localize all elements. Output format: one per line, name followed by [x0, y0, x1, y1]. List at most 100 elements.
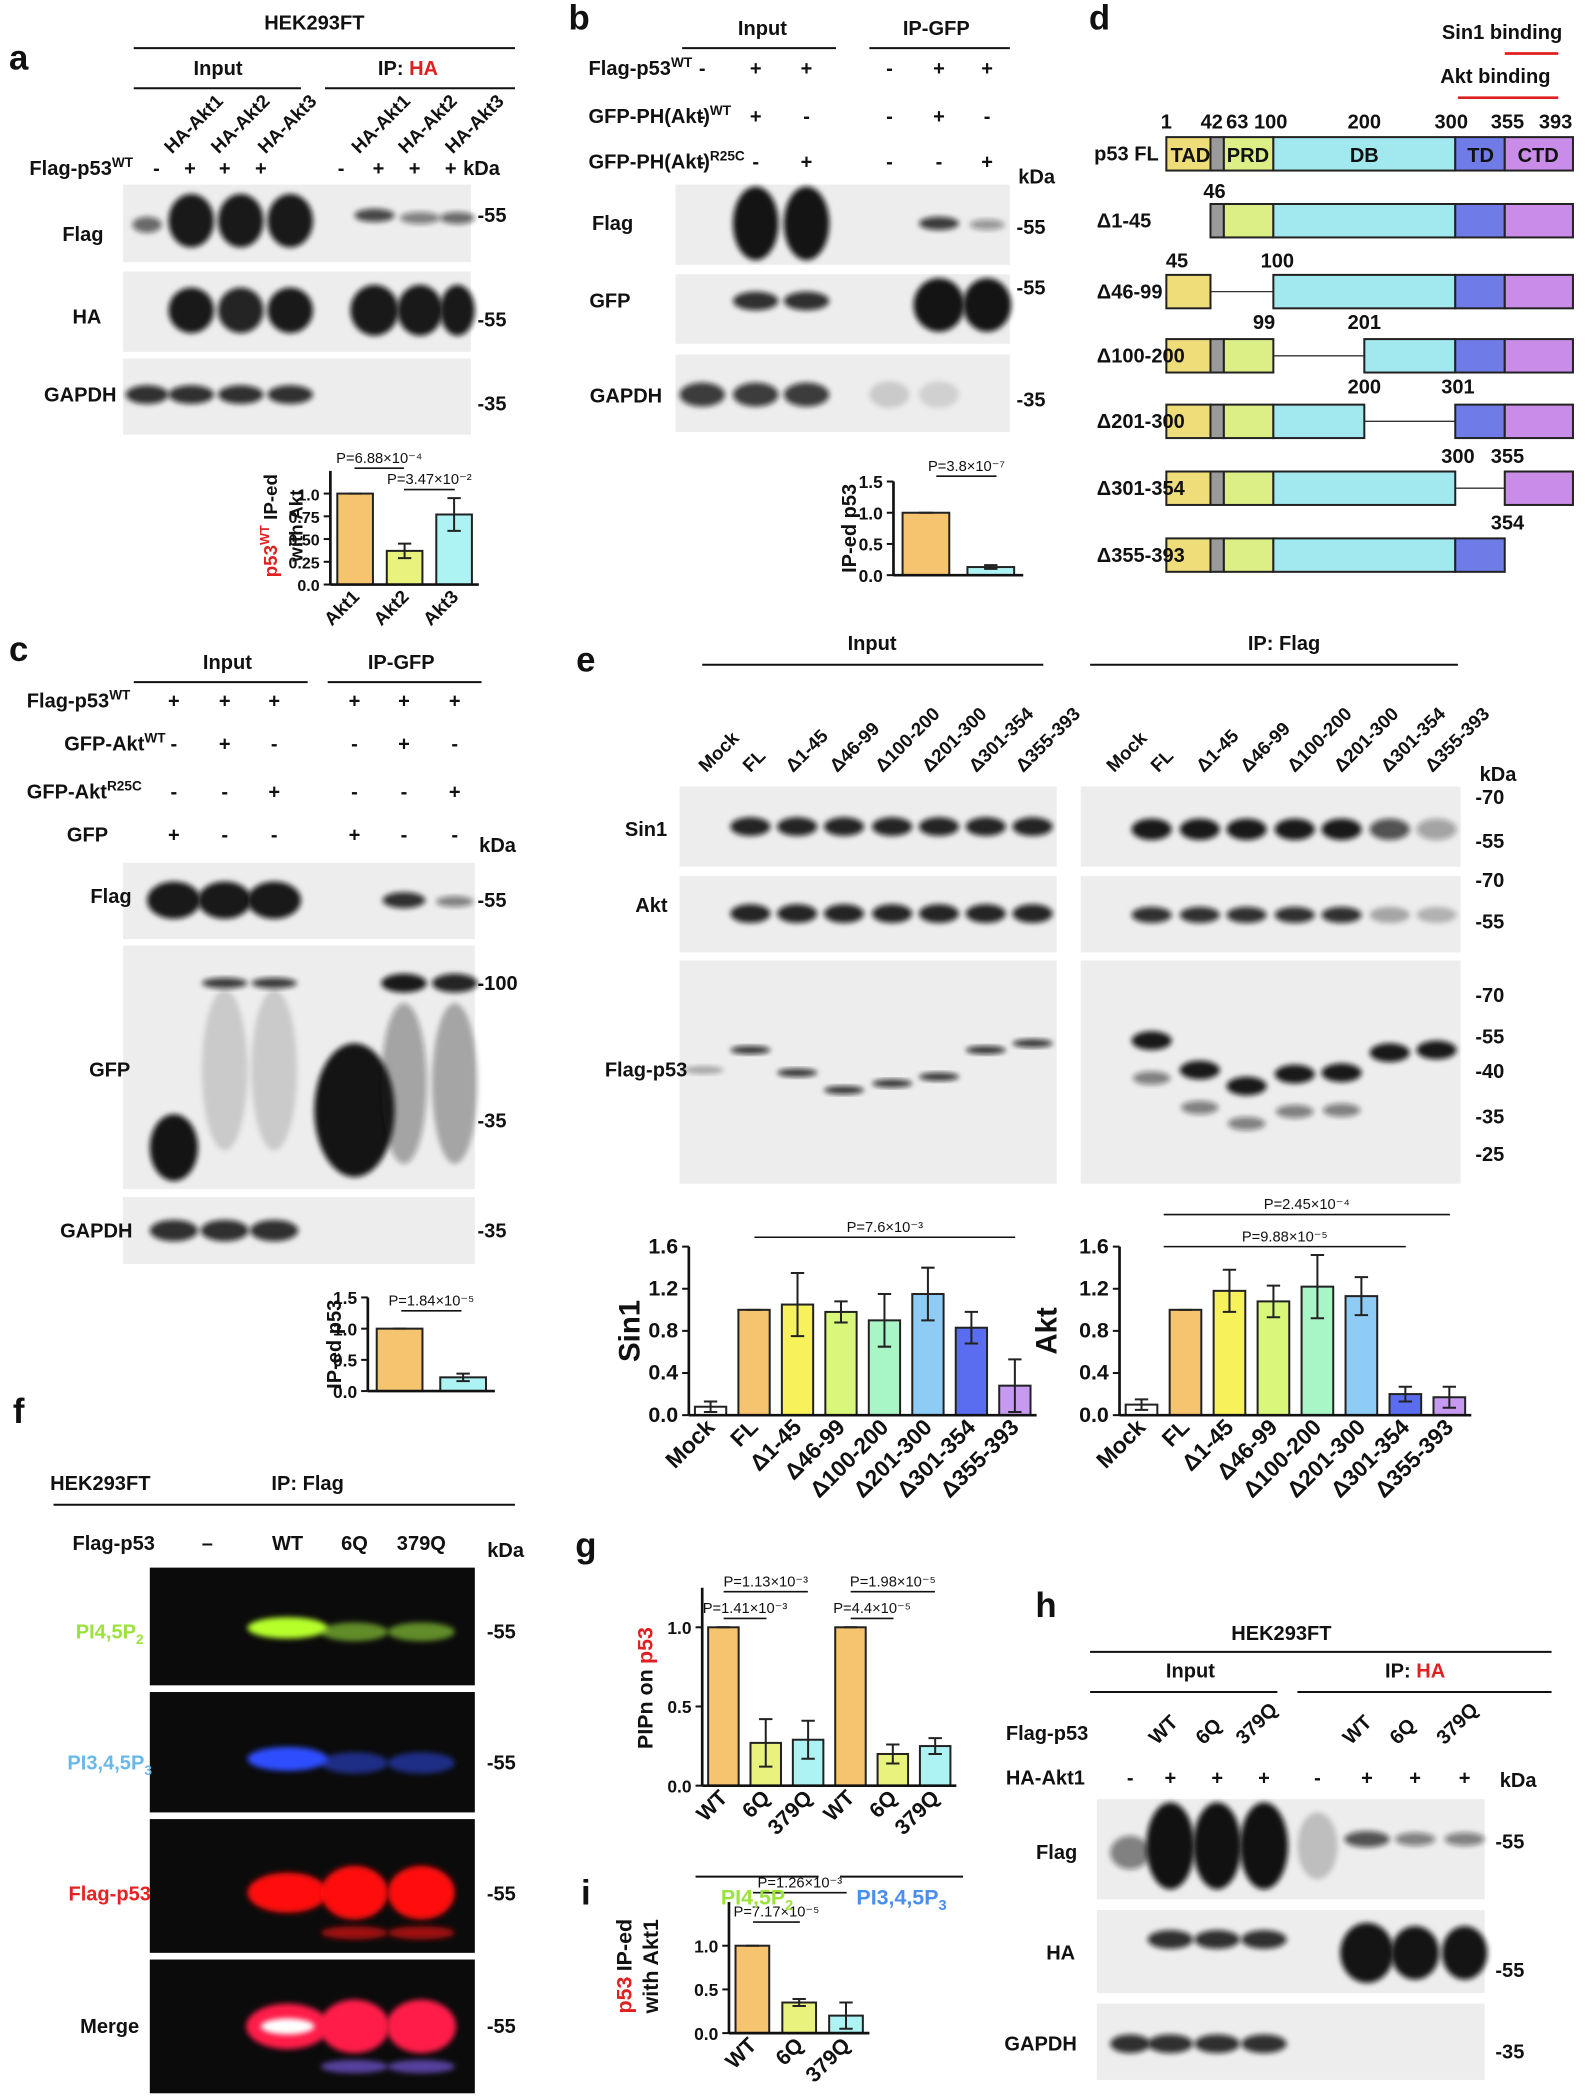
- band: [260, 2018, 315, 2035]
- y-tick-label: 0.0: [1079, 1403, 1109, 1427]
- domain: [1222, 338, 1275, 374]
- band: [1131, 906, 1172, 923]
- x-tick-label: Akt1: [320, 586, 364, 630]
- band: [399, 212, 441, 225]
- label: -35: [478, 394, 507, 416]
- rich-label: Flag-p53: [68, 1884, 150, 1906]
- label: 46: [1203, 181, 1225, 203]
- label: -: [1314, 1767, 1321, 1789]
- label: Mock: [694, 727, 743, 776]
- label: -100: [478, 973, 518, 995]
- band: [1274, 818, 1315, 841]
- band: [250, 1219, 299, 1242]
- rich-label: PI3,4,5P3: [67, 1753, 152, 1778]
- band: [1321, 1063, 1362, 1083]
- label: -40: [1475, 1061, 1504, 1083]
- label: GAPDH: [590, 386, 662, 408]
- bar: [824, 1310, 858, 1417]
- label: GFP: [89, 1060, 130, 1082]
- y-tick-label: 0.5: [333, 1351, 357, 1371]
- domain: [1209, 338, 1225, 374]
- band: [267, 385, 313, 404]
- band: [872, 817, 913, 836]
- p-value: P=7.17×10⁻⁵: [734, 1905, 820, 1921]
- label: -: [351, 733, 358, 755]
- label: -70: [1475, 870, 1504, 892]
- p-value: P=6.88×10⁻⁴: [336, 451, 422, 467]
- band: [1416, 906, 1457, 923]
- label: IP: Flag: [271, 1473, 343, 1495]
- y-axis-label: Akt: [1031, 1307, 1064, 1355]
- band: [1227, 1116, 1266, 1131]
- y-tick-label: 0.0: [667, 1776, 691, 1796]
- rich-label: GFP-AktWT: [64, 730, 166, 755]
- label: -: [171, 782, 178, 804]
- label: +: [801, 152, 813, 174]
- y-tick-label: 1.5: [333, 1288, 357, 1308]
- band: [251, 989, 297, 1151]
- band: [1344, 1831, 1390, 1848]
- label: –: [202, 1533, 213, 1555]
- band: [872, 1079, 913, 1088]
- label: 6Q: [1192, 1715, 1226, 1749]
- label: HA: [72, 307, 101, 329]
- label: -: [221, 782, 228, 804]
- band: [1444, 1832, 1485, 1846]
- label: Flag-p53: [72, 1533, 154, 1555]
- y-axis-label: IP-ed p53: [839, 484, 861, 573]
- label: -35: [478, 1111, 507, 1133]
- label: +: [349, 691, 361, 713]
- band: [168, 193, 215, 248]
- text-part: R25C: [107, 779, 142, 794]
- label: FL: [1146, 745, 1177, 776]
- label: Input: [848, 633, 897, 655]
- text-part: Flag-p53: [29, 158, 111, 180]
- error-bar: [1134, 1398, 1149, 1411]
- x-tick-label: 6Q: [771, 2033, 808, 2070]
- label: TD: [1467, 145, 1494, 167]
- band: [387, 1752, 455, 1774]
- error-bar: [1310, 1254, 1325, 1320]
- band: [1179, 906, 1220, 923]
- label: 379Q: [397, 1533, 446, 1555]
- band: [918, 904, 960, 923]
- label: -55: [1495, 1832, 1524, 1854]
- error-bar: [834, 1300, 848, 1324]
- rich-label: GFP-PH(Akt)WT: [589, 103, 732, 128]
- label: Mock: [1102, 727, 1151, 776]
- label: HEK293FT: [50, 1473, 151, 1495]
- bar: [707, 1626, 740, 1787]
- text-part: WT: [257, 525, 272, 545]
- band: [777, 904, 818, 923]
- label: TAD: [1171, 145, 1211, 167]
- label: HA: [1046, 1943, 1075, 1965]
- band: [1147, 1930, 1194, 1949]
- band: [1226, 906, 1267, 923]
- band: [1012, 904, 1053, 923]
- label: -: [984, 106, 991, 128]
- band: [1085, 1061, 1125, 1080]
- bar: [1256, 1300, 1291, 1417]
- label: +: [168, 691, 180, 713]
- band: [251, 977, 297, 989]
- domain: [1503, 202, 1574, 239]
- error-bar: [1266, 1284, 1281, 1319]
- label: +: [1409, 1767, 1421, 1789]
- label: +: [750, 58, 762, 80]
- text-part: R25C: [710, 149, 745, 164]
- band: [168, 287, 215, 334]
- panel-label: b: [569, 0, 590, 37]
- label: 45: [1166, 251, 1188, 273]
- domain: [1503, 136, 1574, 172]
- label: IP: Flag: [1248, 633, 1320, 655]
- band: [381, 973, 427, 993]
- band: [381, 1003, 427, 1164]
- label: -: [451, 733, 458, 755]
- error-bar: [984, 564, 998, 570]
- error-bar: [801, 1719, 815, 1760]
- band: [218, 287, 264, 334]
- text-part: p53: [260, 545, 281, 577]
- label: -: [699, 152, 706, 174]
- rich-label: p53WT IP-ed: [257, 474, 281, 577]
- bar: [336, 492, 374, 586]
